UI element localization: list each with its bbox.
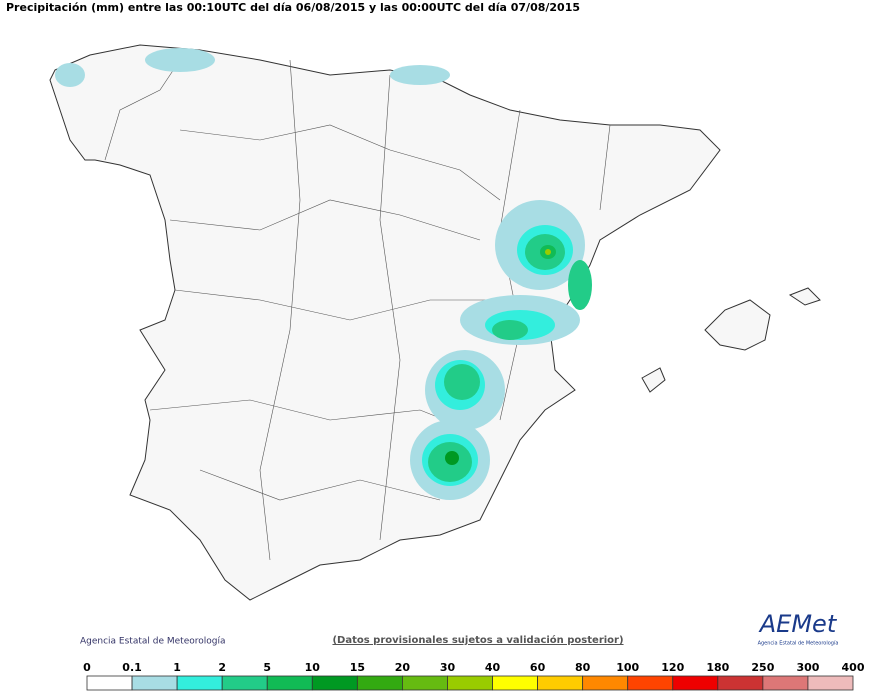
legend-label: 10 (305, 661, 321, 674)
legend-swatch (221, 675, 268, 691)
legend-label: 40 (485, 661, 501, 674)
legend-label: 0 (83, 661, 91, 674)
legend-swatch (86, 675, 133, 691)
legend-swatch (582, 675, 629, 691)
precipitation (55, 48, 592, 500)
legend-swatch (762, 675, 809, 691)
legend-swatch (176, 675, 223, 691)
credit: Agencia Estatal de Meteorología (80, 637, 226, 647)
logo: AEMet (758, 610, 838, 638)
provinces (104, 59, 611, 561)
legend-swatch (356, 675, 403, 691)
logo-subtitle: Agencia Estatal de Meteorología (758, 640, 839, 647)
legend-swatch (672, 675, 719, 691)
legend-label: 120 (661, 661, 684, 674)
legend-label: 1 (173, 661, 181, 674)
map (49, 44, 821, 601)
legend-label: 400 (842, 661, 865, 674)
mallorca (704, 299, 771, 351)
legend-swatch (537, 675, 584, 691)
legend-swatch (627, 675, 674, 691)
legend-swatch (402, 675, 448, 691)
legend-label: 0.1 (122, 661, 142, 674)
legend-swatch (447, 675, 493, 691)
legend-label: 5 (263, 661, 271, 674)
legend: 0 0.1 1 2 5 10 15 20 30 40 60 80 100 120 180 250 300 400 (83, 661, 865, 691)
legend-label: 100 (616, 661, 639, 674)
legend-swatch (492, 675, 538, 691)
legend-label: 80 (575, 661, 591, 674)
legend-label: 300 (796, 661, 819, 674)
legend-swatch (131, 675, 178, 691)
legend-label: 250 (751, 661, 774, 674)
title: Precipitación (mm) entre las 00:10UTC de… (6, 1, 580, 14)
legend-label: 60 (530, 661, 546, 674)
peninsula (49, 44, 721, 601)
legend-label: 30 (440, 661, 456, 674)
legend-label: 20 (395, 661, 411, 674)
legend-swatch (807, 675, 854, 691)
disclaimer: (Datos provisionales sujetos a validació… (332, 634, 623, 646)
legend-swatch (311, 675, 358, 691)
legend-swatch (717, 675, 764, 691)
legend-label: 2 (218, 661, 226, 674)
legend-label: 180 (706, 661, 729, 674)
legend-swatch (266, 675, 313, 691)
menorca (788, 287, 821, 306)
legend-label: 15 (350, 661, 365, 674)
ibiza (641, 367, 666, 393)
